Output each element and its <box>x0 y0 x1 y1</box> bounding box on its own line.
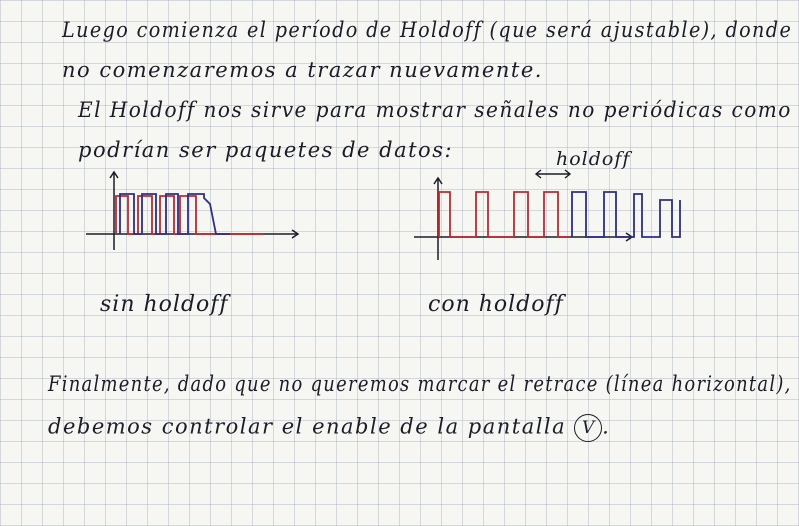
paragraph3-line1: Finalmente, dado que no queremos marcar … <box>48 372 792 396</box>
axes <box>86 170 300 250</box>
holdoff-annotation: holdoff <box>556 148 631 170</box>
circled-v-symbol: V <box>574 414 603 442</box>
red-trace <box>438 191 570 238</box>
paragraph2-line2: podrían ser paquetes de datos: <box>78 138 454 162</box>
sin-holdoff-diagram <box>86 170 300 250</box>
holdoff-arrow <box>534 169 572 179</box>
con-holdoff-diagram <box>414 169 681 260</box>
blue-trace <box>571 191 681 238</box>
sin-holdoff-label: sin holdoff <box>100 292 229 317</box>
con-holdoff-label: con holdoff <box>428 292 564 317</box>
paragraph1-line1: Luego comienza el período de Holdoff (qu… <box>62 18 793 42</box>
paragraph2-line1: El Holdoff nos sirve para mostrar señale… <box>78 98 792 122</box>
blue-trace <box>119 193 230 235</box>
red-trace <box>115 195 264 235</box>
axes <box>414 176 634 260</box>
paragraph1-line2: no comenzaremos a trazar nuevamente. <box>62 58 543 82</box>
paragraph3-line2-text: debemos controlar el enable de la pantal… <box>48 414 567 439</box>
paragraph3-line2: debemos controlar el enable de la pantal… <box>48 414 610 442</box>
